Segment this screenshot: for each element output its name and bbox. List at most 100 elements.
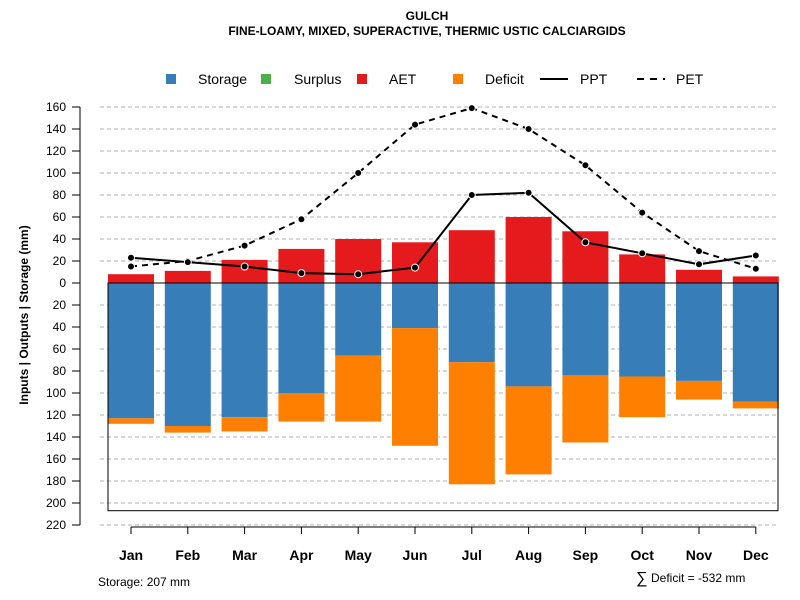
deficit-bar <box>619 376 666 418</box>
x-tick-label-jul: Jul <box>462 547 482 563</box>
x-tick-label-feb: Feb <box>175 547 200 563</box>
pet-point <box>524 125 533 133</box>
aet-bar <box>505 217 552 283</box>
pet-point <box>467 104 476 113</box>
x-tick-label-jan: Jan <box>119 547 143 563</box>
x-tick-label-nov: Nov <box>686 547 713 563</box>
deficit-bar <box>108 418 154 424</box>
y-tick-label: 200 <box>46 496 66 510</box>
storage-bar <box>619 283 666 377</box>
x-tick-label-sep: Sep <box>573 547 599 563</box>
aet-bar <box>619 254 666 283</box>
aet-bar <box>676 269 722 283</box>
legend-label-storage: Storage <box>198 71 247 87</box>
ppt-point <box>751 251 760 260</box>
legend-label-deficit: Deficit <box>485 71 524 87</box>
pet-point <box>297 215 306 224</box>
pet-point <box>354 169 363 177</box>
pet-line <box>130 107 757 270</box>
pet-point <box>127 262 135 271</box>
y-tick-label: 80 <box>53 188 67 202</box>
ppt-line <box>130 191 756 276</box>
legend-label-surplus: Surplus <box>294 71 341 87</box>
pet-point <box>638 208 647 217</box>
x-tick-label-aug: Aug <box>515 547 542 563</box>
y-tick-label: 20 <box>53 298 67 312</box>
aet-bar <box>732 276 779 283</box>
grid-lines <box>100 106 778 526</box>
ppt-point <box>695 260 703 269</box>
storage-bar <box>278 283 325 393</box>
pet-point <box>751 264 760 273</box>
x-tick-label-jun: Jun <box>403 547 428 563</box>
y-tick-label: 60 <box>53 210 67 224</box>
y-tick-label: 80 <box>53 364 67 378</box>
ppt-point <box>638 249 647 258</box>
x-tick-label-may: May <box>345 547 372 563</box>
x-tick-label-mar: Mar <box>232 547 257 563</box>
storage-annotation: Storage: 207 mm <box>98 575 190 589</box>
deficit-annotation: Deficit = -532 mm <box>651 571 745 585</box>
legend-swatch-aet <box>357 74 367 84</box>
y-tick-label: 40 <box>53 320 67 334</box>
deficit-bar <box>278 393 325 422</box>
legend-swatch-storage <box>166 74 176 84</box>
axes: 1601401201008060402002040608010012014016… <box>46 100 769 563</box>
x-tick-label-oct: Oct <box>631 547 655 563</box>
deficit-bar <box>732 401 779 409</box>
y-tick-label: 140 <box>46 430 66 444</box>
ppt-point <box>240 262 249 271</box>
ppt-point <box>411 263 419 272</box>
y-tick-label: 20 <box>53 254 67 268</box>
chart-subtitle: FINE-LOAMY, MIXED, SUPERACTIVE, THERMIC … <box>228 24 625 38</box>
storage-bar <box>448 283 495 363</box>
y-tick-label: 120 <box>46 144 66 158</box>
pet-point <box>581 161 590 170</box>
y-tick-label: 0 <box>59 276 66 290</box>
aet-bar <box>448 230 495 283</box>
ppt-point <box>354 270 363 279</box>
x-tick-label-dec: Dec <box>743 547 769 563</box>
y-axis-label: Inputs | Outputs | Storage (mm) <box>17 225 31 404</box>
ppt-point <box>183 258 192 267</box>
deficit-bar <box>392 328 438 446</box>
ppt-point <box>297 269 306 278</box>
x-tick-label-apr: Apr <box>289 547 314 563</box>
y-tick-label: 140 <box>46 122 66 136</box>
y-tick-label: 120 <box>46 408 66 422</box>
deficit-bar <box>562 375 609 443</box>
ppt-point <box>467 191 476 199</box>
legend-swatch-deficit <box>453 74 463 84</box>
series-lines <box>127 104 760 279</box>
ppt-point <box>127 253 135 262</box>
storage-bar <box>562 283 609 376</box>
deficit-bar <box>505 386 552 475</box>
y-tick-label: 160 <box>46 452 66 466</box>
storage-bar <box>221 283 268 418</box>
legend-label-ppt: PPT <box>580 71 608 87</box>
legend-swatch-surplus <box>261 74 271 84</box>
aet-bar <box>108 274 154 283</box>
aet-bar <box>278 248 325 283</box>
deficit-bar <box>221 417 268 432</box>
deficit-bar <box>448 362 495 485</box>
ppt-point <box>581 238 590 247</box>
storage-bar <box>108 283 154 419</box>
y-tick-label: 180 <box>46 474 66 488</box>
ppt-point <box>524 188 533 197</box>
bars <box>107 217 779 512</box>
legend-label-aet: AET <box>389 71 417 87</box>
deficit-sum-symbol: ∑ <box>636 570 647 587</box>
storage-bar <box>732 283 779 402</box>
storage-bar <box>164 283 211 426</box>
aet-bar <box>164 270 211 283</box>
pet-point <box>411 120 419 129</box>
storage-bar <box>505 283 552 387</box>
chart-title: GULCH <box>406 9 449 23</box>
y-tick-label: 220 <box>46 518 66 532</box>
y-tick-label: 40 <box>53 232 67 246</box>
pet-point <box>240 241 249 250</box>
pet-point <box>695 247 703 256</box>
deficit-bar <box>335 355 382 422</box>
